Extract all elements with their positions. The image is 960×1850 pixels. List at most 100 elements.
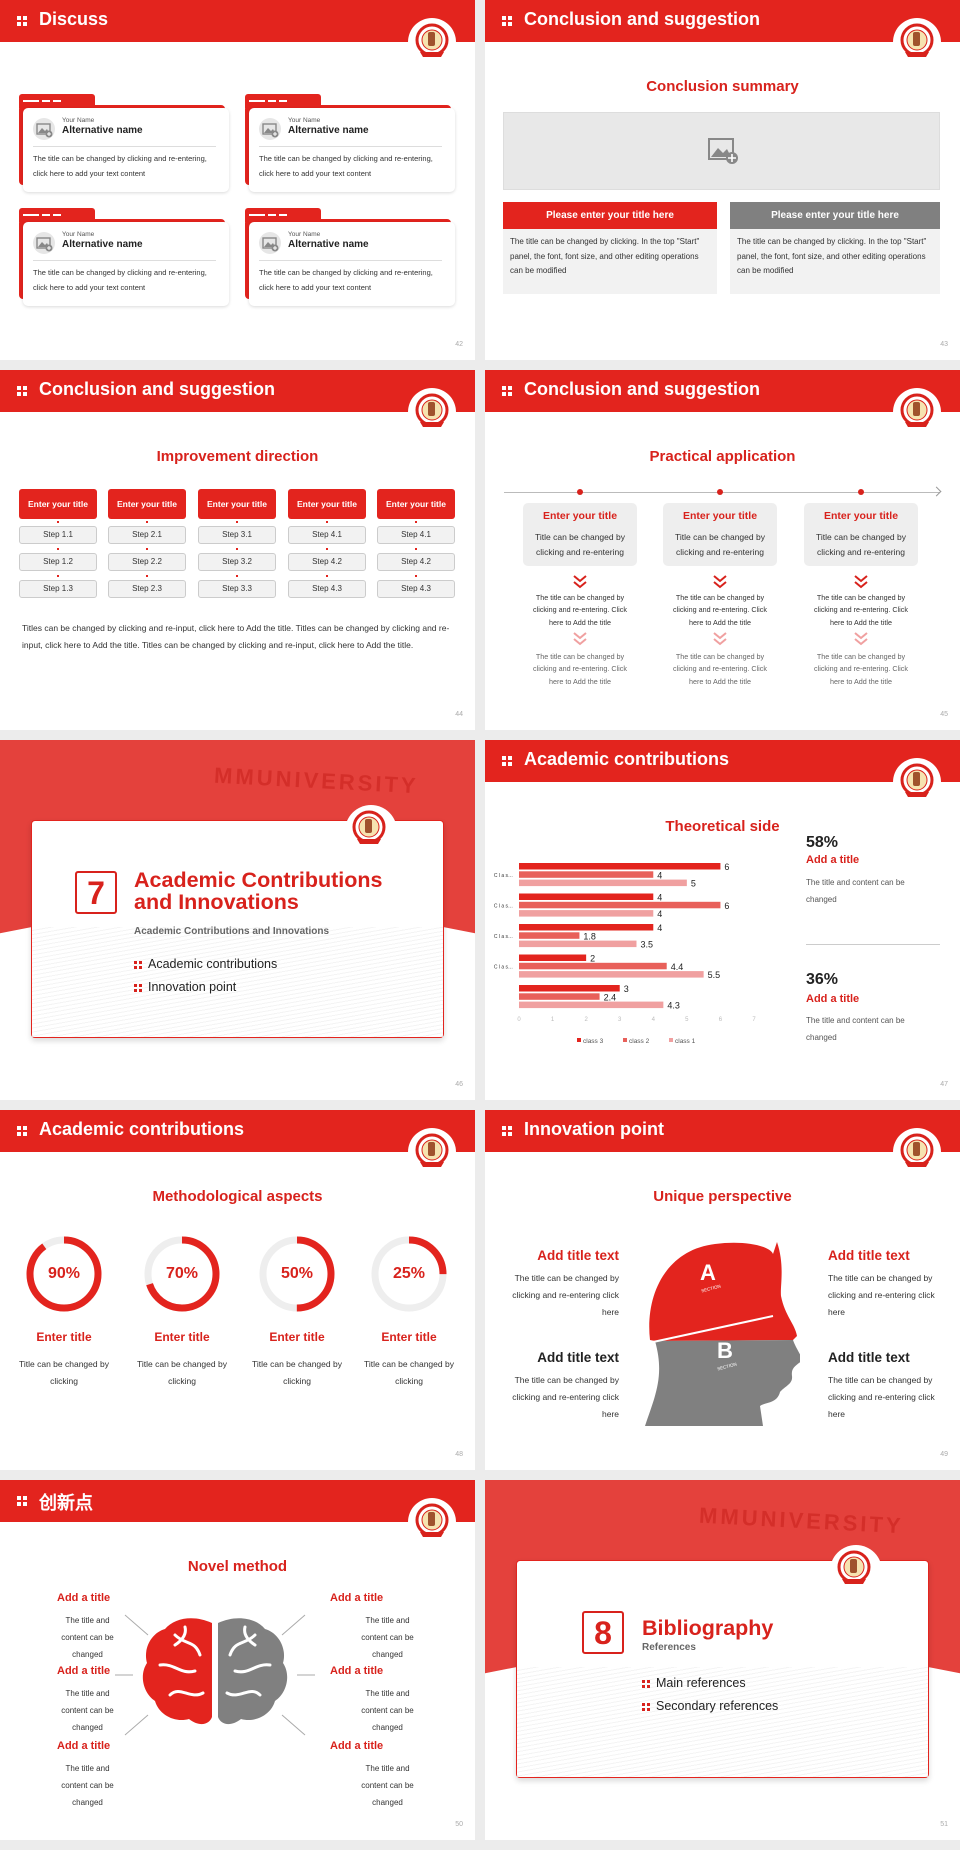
image-add-icon[interactable] — [259, 232, 281, 254]
bar — [519, 879, 687, 887]
step-header[interactable]: Enter your title — [377, 489, 455, 519]
step-item[interactable]: Step 1.2 — [19, 553, 97, 571]
section-item[interactable]: Academic contributions — [134, 957, 277, 971]
step-item[interactable]: Step 1.3 — [19, 580, 97, 598]
title-bar[interactable]: Please enter your title here — [730, 202, 940, 229]
image-add-icon — [708, 137, 740, 170]
profile-card[interactable]: Your Name Alternative name The title can b… — [245, 208, 455, 306]
progress-ring — [24, 1234, 104, 1319]
title-box[interactable]: Enter your title Title can be changed by … — [804, 503, 918, 566]
step-item[interactable]: Step 2.3 — [108, 580, 186, 598]
slide-49[interactable]: Innovation point Unique perspective 49 A SEC… — [485, 1110, 960, 1470]
step-header[interactable]: Enter your title — [198, 489, 276, 519]
ring-title: Enter title — [154, 1330, 210, 1344]
category-label: C l a s… — [494, 904, 513, 910]
grid-dots-icon — [502, 756, 512, 766]
step-item[interactable]: Step 4.3 — [377, 580, 455, 598]
legend-swatch — [577, 1038, 581, 1042]
profile-card[interactable]: Your Name Alternative name The title can b… — [19, 94, 229, 192]
slide-46[interactable]: 46 MMUNIVERSITY 7 Academic Contributions an… — [0, 740, 475, 1100]
section-item[interactable]: Innovation point — [134, 980, 236, 994]
step-text: The title can be changed by clicking and… — [673, 593, 767, 627]
university-logo — [893, 1128, 941, 1176]
profile-card[interactable]: Your Name Alternative name The title can b… — [19, 208, 229, 306]
double-chevron-down-icon — [852, 575, 870, 594]
stat-value: 58% — [806, 834, 839, 851]
step-item[interactable]: Step 2.1 — [108, 526, 186, 544]
box-title: Enter your title — [682, 510, 758, 522]
slide-header: Conclusion and suggestion — [485, 370, 960, 412]
image-add-icon[interactable] — [259, 118, 281, 140]
item-label: Secondary references — [656, 1699, 779, 1713]
step-item[interactable]: Step 4.3 — [288, 580, 366, 598]
card-text: The title can be changed by clicking and… — [33, 154, 207, 178]
grid-dots-icon — [17, 1126, 27, 1136]
slide-47[interactable]: Academic contributions Theoretical side 47… — [485, 740, 960, 1100]
title-box[interactable]: Enter your title Title can be changed by … — [523, 503, 637, 566]
university-logo — [408, 1128, 456, 1176]
step-header[interactable]: Enter your title — [19, 489, 97, 519]
item-label: Academic contributions — [148, 957, 278, 971]
section-card: 8 Bibliography References Main references Se… — [516, 1545, 929, 1778]
data-label: 6 — [724, 901, 729, 911]
stat-title: Add a title — [806, 993, 860, 1005]
stat-title: Add a title — [806, 854, 860, 866]
legend-label: class 1 — [675, 1038, 696, 1045]
box-text: Title can be changed by clicking and re-… — [816, 532, 906, 557]
data-label: 1.8 — [583, 931, 596, 941]
step-item[interactable]: Step 4.2 — [377, 553, 455, 571]
profile-card[interactable]: Your Name Alternative name The title can b… — [245, 94, 455, 192]
step-item[interactable]: Step 2.2 — [108, 553, 186, 571]
slide-51[interactable]: 51 MMUNIVERSITY 8 Bibliography References Mai… — [485, 1480, 960, 1840]
step-item[interactable]: Step 3.2 — [198, 553, 276, 571]
stat-value: 36% — [806, 971, 839, 988]
grid-dots-icon — [642, 1702, 650, 1711]
slide-header: Discuss — [0, 0, 475, 42]
section-a-label: A — [700, 1260, 716, 1285]
section-item[interactable]: Secondary references — [642, 1699, 778, 1713]
section-subtitle: Novel method — [187, 1558, 288, 1575]
grid-dots-icon — [17, 16, 27, 26]
grid-dots-icon — [502, 16, 512, 26]
card-label: Your Name — [288, 117, 321, 124]
x-tick-label: 7 — [752, 1017, 756, 1023]
item-text: The title and content can be changed — [361, 1616, 414, 1659]
category-label: C l a s… — [494, 934, 513, 940]
ring-text: Title can be changed by clicking — [252, 1359, 342, 1386]
step-item[interactable]: Step 3.3 — [198, 580, 276, 598]
wave-pattern — [32, 927, 443, 1037]
step-header[interactable]: Enter your title — [108, 489, 186, 519]
slide-48[interactable]: Academic contributions Methodological asp… — [0, 1110, 475, 1470]
grid-dots-icon — [502, 1126, 512, 1136]
x-tick-label: 4 — [652, 1017, 656, 1023]
item-title: Add title text — [537, 1248, 619, 1263]
title-box[interactable]: Enter your title Title can be changed by … — [663, 503, 777, 566]
step-item[interactable]: Step 3.1 — [198, 526, 276, 544]
image-placeholder[interactable] — [503, 112, 940, 190]
step-item[interactable]: Step 1.1 — [19, 526, 97, 544]
slide-45[interactable]: Conclusion and suggestion Practical appli… — [485, 370, 960, 730]
double-chevron-down-icon — [711, 632, 729, 651]
slide-50[interactable]: 创新点 Novel method 50 Add a title The title an… — [0, 1480, 475, 1840]
step-item[interactable]: Step 4.2 — [288, 553, 366, 571]
slide-42[interactable]: Discuss 42 Your Name Alternative name The ti… — [0, 0, 475, 360]
image-add-icon[interactable] — [33, 232, 55, 254]
step-item[interactable]: Step 4.1 — [288, 526, 366, 544]
x-tick-label: 6 — [719, 1017, 723, 1023]
university-logo — [893, 388, 941, 436]
title-bar[interactable]: Please enter your title here — [503, 202, 717, 229]
step-item[interactable]: Step 4.1 — [377, 526, 455, 544]
item-text: The title can be changed by clicking and… — [512, 1375, 619, 1419]
slide-43[interactable]: Conclusion and suggestion Conclusion summ… — [485, 0, 960, 360]
item-text: The title and content can be changed — [361, 1764, 414, 1807]
slide-44[interactable]: Conclusion and suggestion Improvement dir… — [0, 370, 475, 730]
x-tick-label: 2 — [584, 1017, 588, 1023]
image-add-icon[interactable] — [33, 118, 55, 140]
step-header[interactable]: Enter your title — [288, 489, 366, 519]
item-title: Add title text — [828, 1350, 910, 1365]
grid-dots-icon — [17, 1496, 27, 1506]
page-number: 51 — [940, 1821, 948, 1828]
section-item[interactable]: Main references — [642, 1676, 746, 1690]
page-number: 50 — [455, 1821, 463, 1828]
stat-text: The title and content can be changed — [806, 1016, 905, 1042]
